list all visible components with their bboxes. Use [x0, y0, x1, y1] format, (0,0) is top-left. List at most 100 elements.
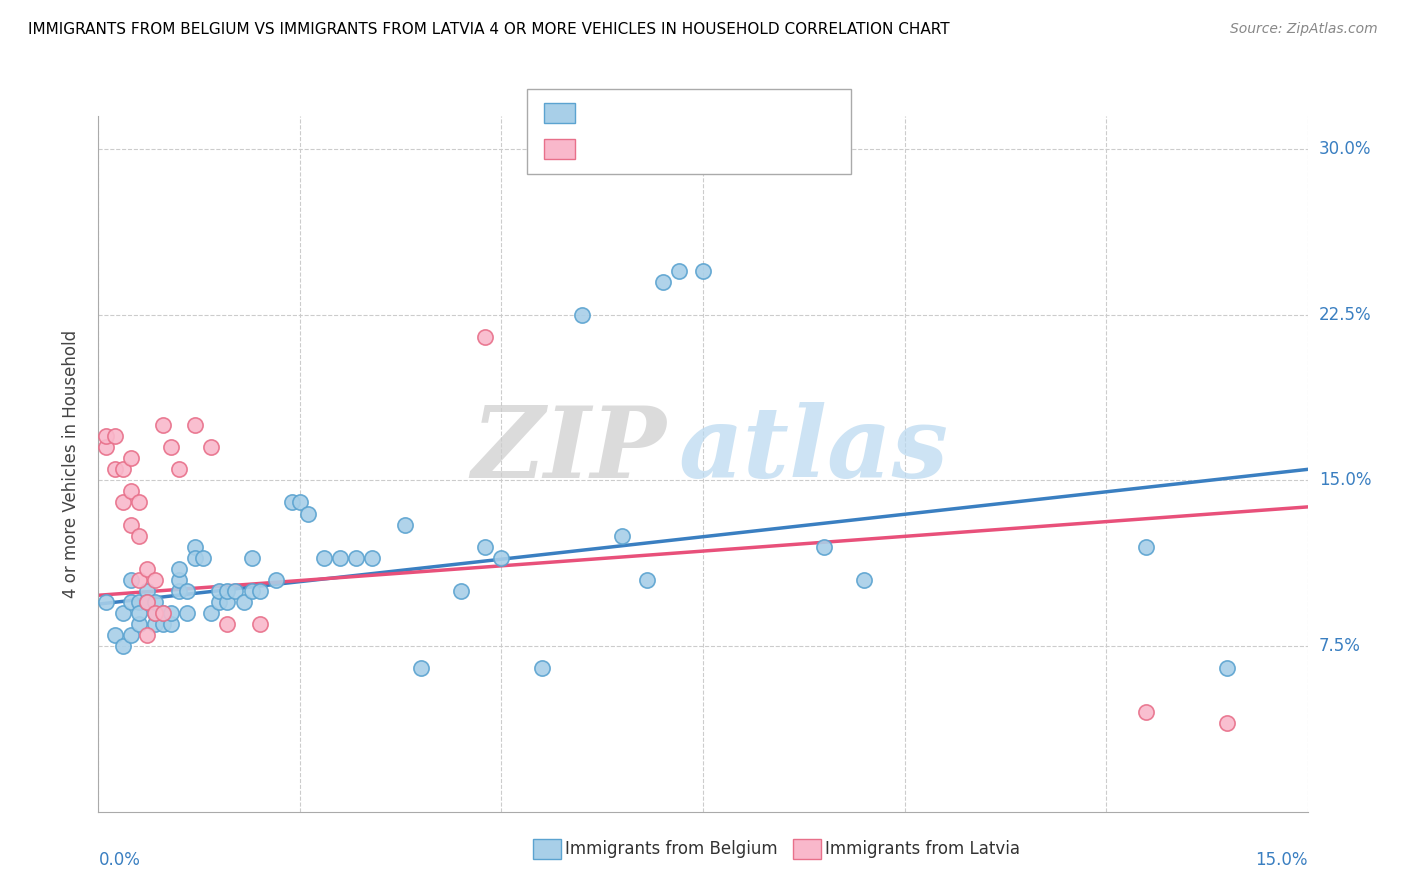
Text: 28: 28 — [721, 145, 744, 163]
Point — [120, 595, 142, 609]
Point — [135, 562, 157, 576]
Point — [120, 517, 142, 532]
Point — [96, 429, 118, 443]
Point — [240, 583, 263, 598]
Point — [120, 628, 142, 642]
Point — [128, 617, 150, 632]
Point — [143, 595, 166, 609]
Text: Source: ZipAtlas.com: Source: ZipAtlas.com — [1230, 22, 1378, 37]
Text: 30.0%: 30.0% — [1319, 140, 1371, 158]
Point — [264, 573, 287, 587]
Point — [1216, 661, 1239, 675]
Text: N =: N = — [665, 110, 723, 128]
Point — [96, 595, 118, 609]
Point — [668, 263, 690, 277]
Point — [152, 606, 174, 620]
Point — [128, 606, 150, 620]
Point — [297, 507, 319, 521]
Point — [128, 573, 150, 587]
Point — [651, 275, 673, 289]
Point — [530, 661, 553, 675]
Point — [111, 462, 134, 476]
Point — [160, 617, 183, 632]
Point — [135, 595, 157, 609]
Point — [103, 628, 125, 642]
Point — [111, 606, 134, 620]
Point — [450, 583, 472, 598]
Point — [120, 484, 142, 499]
Point — [571, 308, 593, 322]
Point — [135, 583, 157, 598]
Point — [636, 573, 658, 587]
Point — [143, 606, 166, 620]
Text: ZIP: ZIP — [472, 401, 666, 498]
Point — [288, 495, 311, 509]
Text: 0.0%: 0.0% — [98, 851, 141, 869]
Text: Immigrants from Latvia: Immigrants from Latvia — [825, 840, 1021, 858]
Point — [314, 550, 336, 565]
Point — [281, 495, 304, 509]
Point — [240, 550, 263, 565]
Point — [120, 451, 142, 466]
Point — [96, 440, 118, 454]
Point — [249, 617, 271, 632]
Text: Immigrants from Belgium: Immigrants from Belgium — [565, 840, 778, 858]
Point — [135, 595, 157, 609]
Text: IMMIGRANTS FROM BELGIUM VS IMMIGRANTS FROM LATVIA 4 OR MORE VEHICLES IN HOUSEHOL: IMMIGRANTS FROM BELGIUM VS IMMIGRANTS FR… — [28, 22, 949, 37]
Point — [853, 573, 876, 587]
Point — [217, 595, 239, 609]
Point — [135, 628, 157, 642]
Text: 15.0%: 15.0% — [1319, 471, 1371, 490]
Point — [200, 606, 222, 620]
Point — [152, 617, 174, 632]
Text: atlas: atlas — [679, 401, 949, 498]
Point — [1135, 706, 1157, 720]
Text: 61: 61 — [721, 110, 744, 128]
Point — [692, 263, 714, 277]
Point — [128, 528, 150, 542]
Point — [232, 595, 254, 609]
Point — [249, 583, 271, 598]
Text: N =: N = — [665, 145, 723, 163]
Point — [176, 606, 198, 620]
Point — [143, 573, 166, 587]
Text: 22.5%: 22.5% — [1319, 306, 1371, 324]
Point — [208, 583, 231, 598]
Point — [152, 418, 174, 433]
Text: 0.192: 0.192 — [609, 110, 661, 128]
Point — [1216, 716, 1239, 731]
Point — [208, 595, 231, 609]
Point — [103, 429, 125, 443]
Point — [143, 617, 166, 632]
Point — [184, 418, 207, 433]
Point — [152, 606, 174, 620]
Point — [184, 540, 207, 554]
Point — [176, 583, 198, 598]
Point — [167, 462, 190, 476]
Point — [491, 550, 513, 565]
Point — [143, 606, 166, 620]
Point — [394, 517, 416, 532]
Point — [160, 606, 183, 620]
Point — [409, 661, 432, 675]
Text: R =: R = — [579, 110, 619, 128]
Point — [120, 573, 142, 587]
Y-axis label: 4 or more Vehicles in Household: 4 or more Vehicles in Household — [62, 330, 80, 598]
Point — [474, 540, 496, 554]
Point — [200, 440, 222, 454]
Text: 7.5%: 7.5% — [1319, 637, 1361, 655]
Point — [1135, 540, 1157, 554]
Text: 15.0%: 15.0% — [1256, 851, 1308, 869]
Point — [128, 595, 150, 609]
Point — [111, 495, 134, 509]
Point — [111, 639, 134, 653]
Point — [167, 573, 190, 587]
Point — [329, 550, 352, 565]
Point — [224, 583, 246, 598]
Point — [344, 550, 367, 565]
Point — [612, 528, 634, 542]
Point — [103, 462, 125, 476]
Text: R =: R = — [579, 145, 619, 163]
Point — [167, 583, 190, 598]
Point — [217, 617, 239, 632]
